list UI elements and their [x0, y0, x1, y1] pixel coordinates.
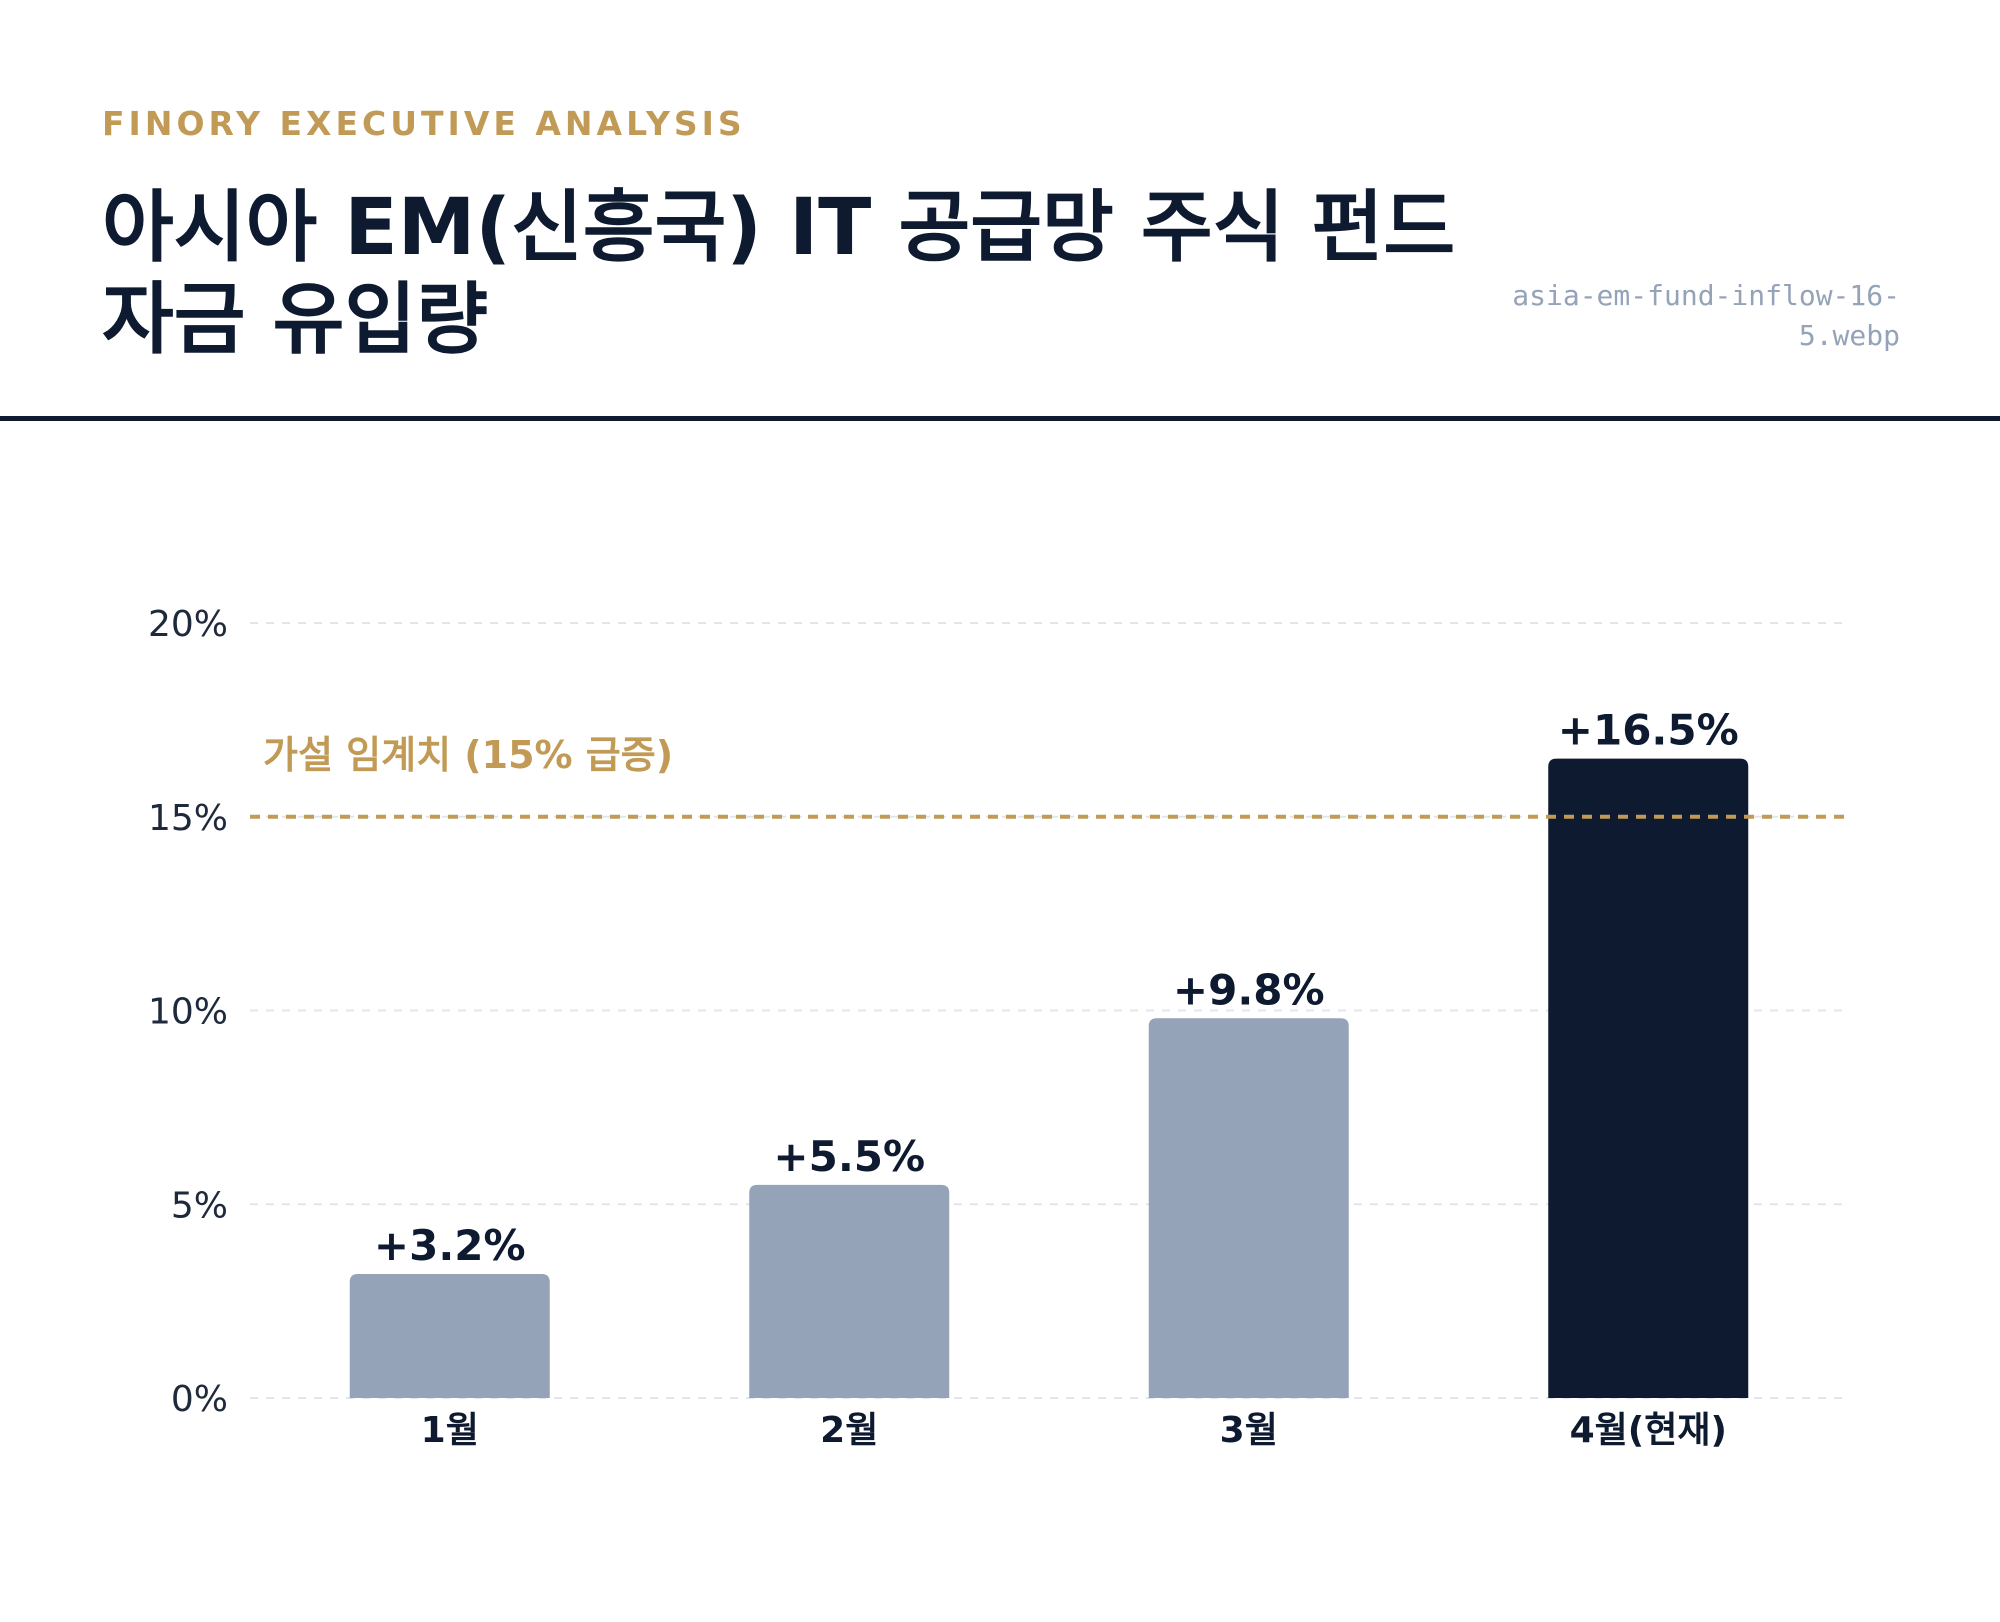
y-tick-label: 5% — [171, 1185, 228, 1226]
chart-x-axis-ticks: 1월 2월 3월 4월(현재) — [421, 1410, 1727, 1451]
y-tick-label: 20% — [148, 604, 228, 645]
y-tick-label: 10% — [148, 992, 228, 1033]
bar-value-label: +9.8% — [1173, 965, 1325, 1014]
bar — [1148, 1018, 1349, 1398]
chart-y-axis-ticks: 0% 5% 10% 15% 20% — [148, 604, 228, 1420]
bar — [749, 1184, 950, 1398]
x-tick-label: 2월 — [820, 1410, 878, 1451]
y-tick-label: 0% — [171, 1379, 228, 1420]
report-eyebrow: FINORY EXECUTIVE ANALYSIS — [102, 104, 746, 143]
threshold-label: 가설 임계치 (15% 급증) — [263, 733, 673, 777]
x-tick-label: 4월(현재) — [1570, 1410, 1727, 1451]
bar-value-label: +3.2% — [374, 1221, 526, 1270]
header-divider — [0, 416, 2000, 421]
file-name-label: asia-em-fund-inflow-16-5.webp — [1512, 279, 1900, 352]
x-tick-label: 1월 — [421, 1410, 479, 1451]
page-title-line-1: 아시아 EM(신흥국) IT 공급망 주식 펀드 — [102, 183, 1456, 273]
page-title-line-2: 자금 유입량 — [102, 275, 488, 365]
bar — [1548, 758, 1749, 1398]
y-tick-label: 15% — [148, 798, 228, 839]
chart-bars — [349, 758, 1749, 1398]
chart-threshold: 가설 임계치 (15% 급증) — [250, 733, 1848, 819]
x-tick-label: 3월 — [1220, 1410, 1278, 1451]
bar — [349, 1274, 550, 1398]
page-title: 아시아 EM(신흥국) IT 공급망 주식 펀드 자금 유입량 — [102, 182, 1502, 366]
bar-value-label: +16.5% — [1558, 706, 1739, 755]
bar-value-label: +5.5% — [773, 1132, 925, 1181]
chart-value-labels: +3.2% +5.5% +9.8% +16.5% — [374, 706, 1739, 1270]
